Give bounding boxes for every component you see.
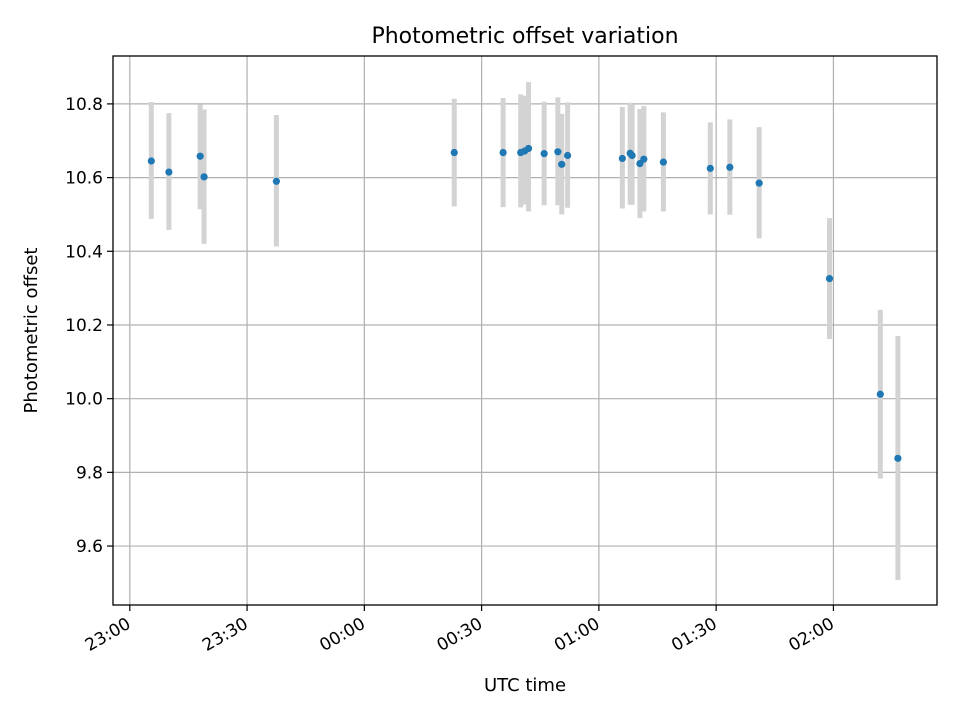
- data-points: [147, 144, 902, 462]
- data-point: [876, 390, 884, 398]
- y-tick-label: 9.6: [76, 537, 103, 557]
- data-point: [450, 148, 458, 157]
- data-point: [200, 173, 208, 181]
- y-tick-label: 9.8: [76, 463, 103, 483]
- data-point: [618, 154, 626, 163]
- data-point: [499, 148, 507, 157]
- data-point: [165, 168, 173, 176]
- data-point: [640, 155, 648, 163]
- data-point: [825, 274, 834, 283]
- y-tick-label: 10.8: [65, 95, 103, 115]
- data-point: [564, 151, 572, 160]
- data-point: [894, 454, 902, 462]
- data-point: [706, 164, 714, 172]
- y-tick-label: 10.4: [65, 242, 103, 262]
- data-point: [524, 144, 533, 153]
- data-point: [659, 158, 667, 166]
- plot-frame: [112, 55, 938, 606]
- data-point: [272, 177, 280, 185]
- chart-title: Photometric offset variation: [371, 24, 678, 49]
- y-tick-label: 10.0: [65, 390, 103, 410]
- data-point: [628, 151, 636, 160]
- y-tick-label: 10.2: [65, 316, 103, 336]
- y-axis-label: Photometric offset: [21, 248, 42, 414]
- data-point: [540, 150, 548, 158]
- data-point: [196, 152, 204, 160]
- y-axis-ticks: 9.6 9.8 10.0 10.2 10.4 10.6 10.8: [65, 95, 113, 557]
- y-tick-label: 10.6: [65, 169, 103, 189]
- data-point: [558, 160, 566, 168]
- data-point: [147, 157, 155, 165]
- data-point: [755, 179, 763, 187]
- x-axis-label: UTC time: [484, 675, 566, 696]
- data-point: [726, 163, 734, 171]
- data-point: [554, 148, 562, 156]
